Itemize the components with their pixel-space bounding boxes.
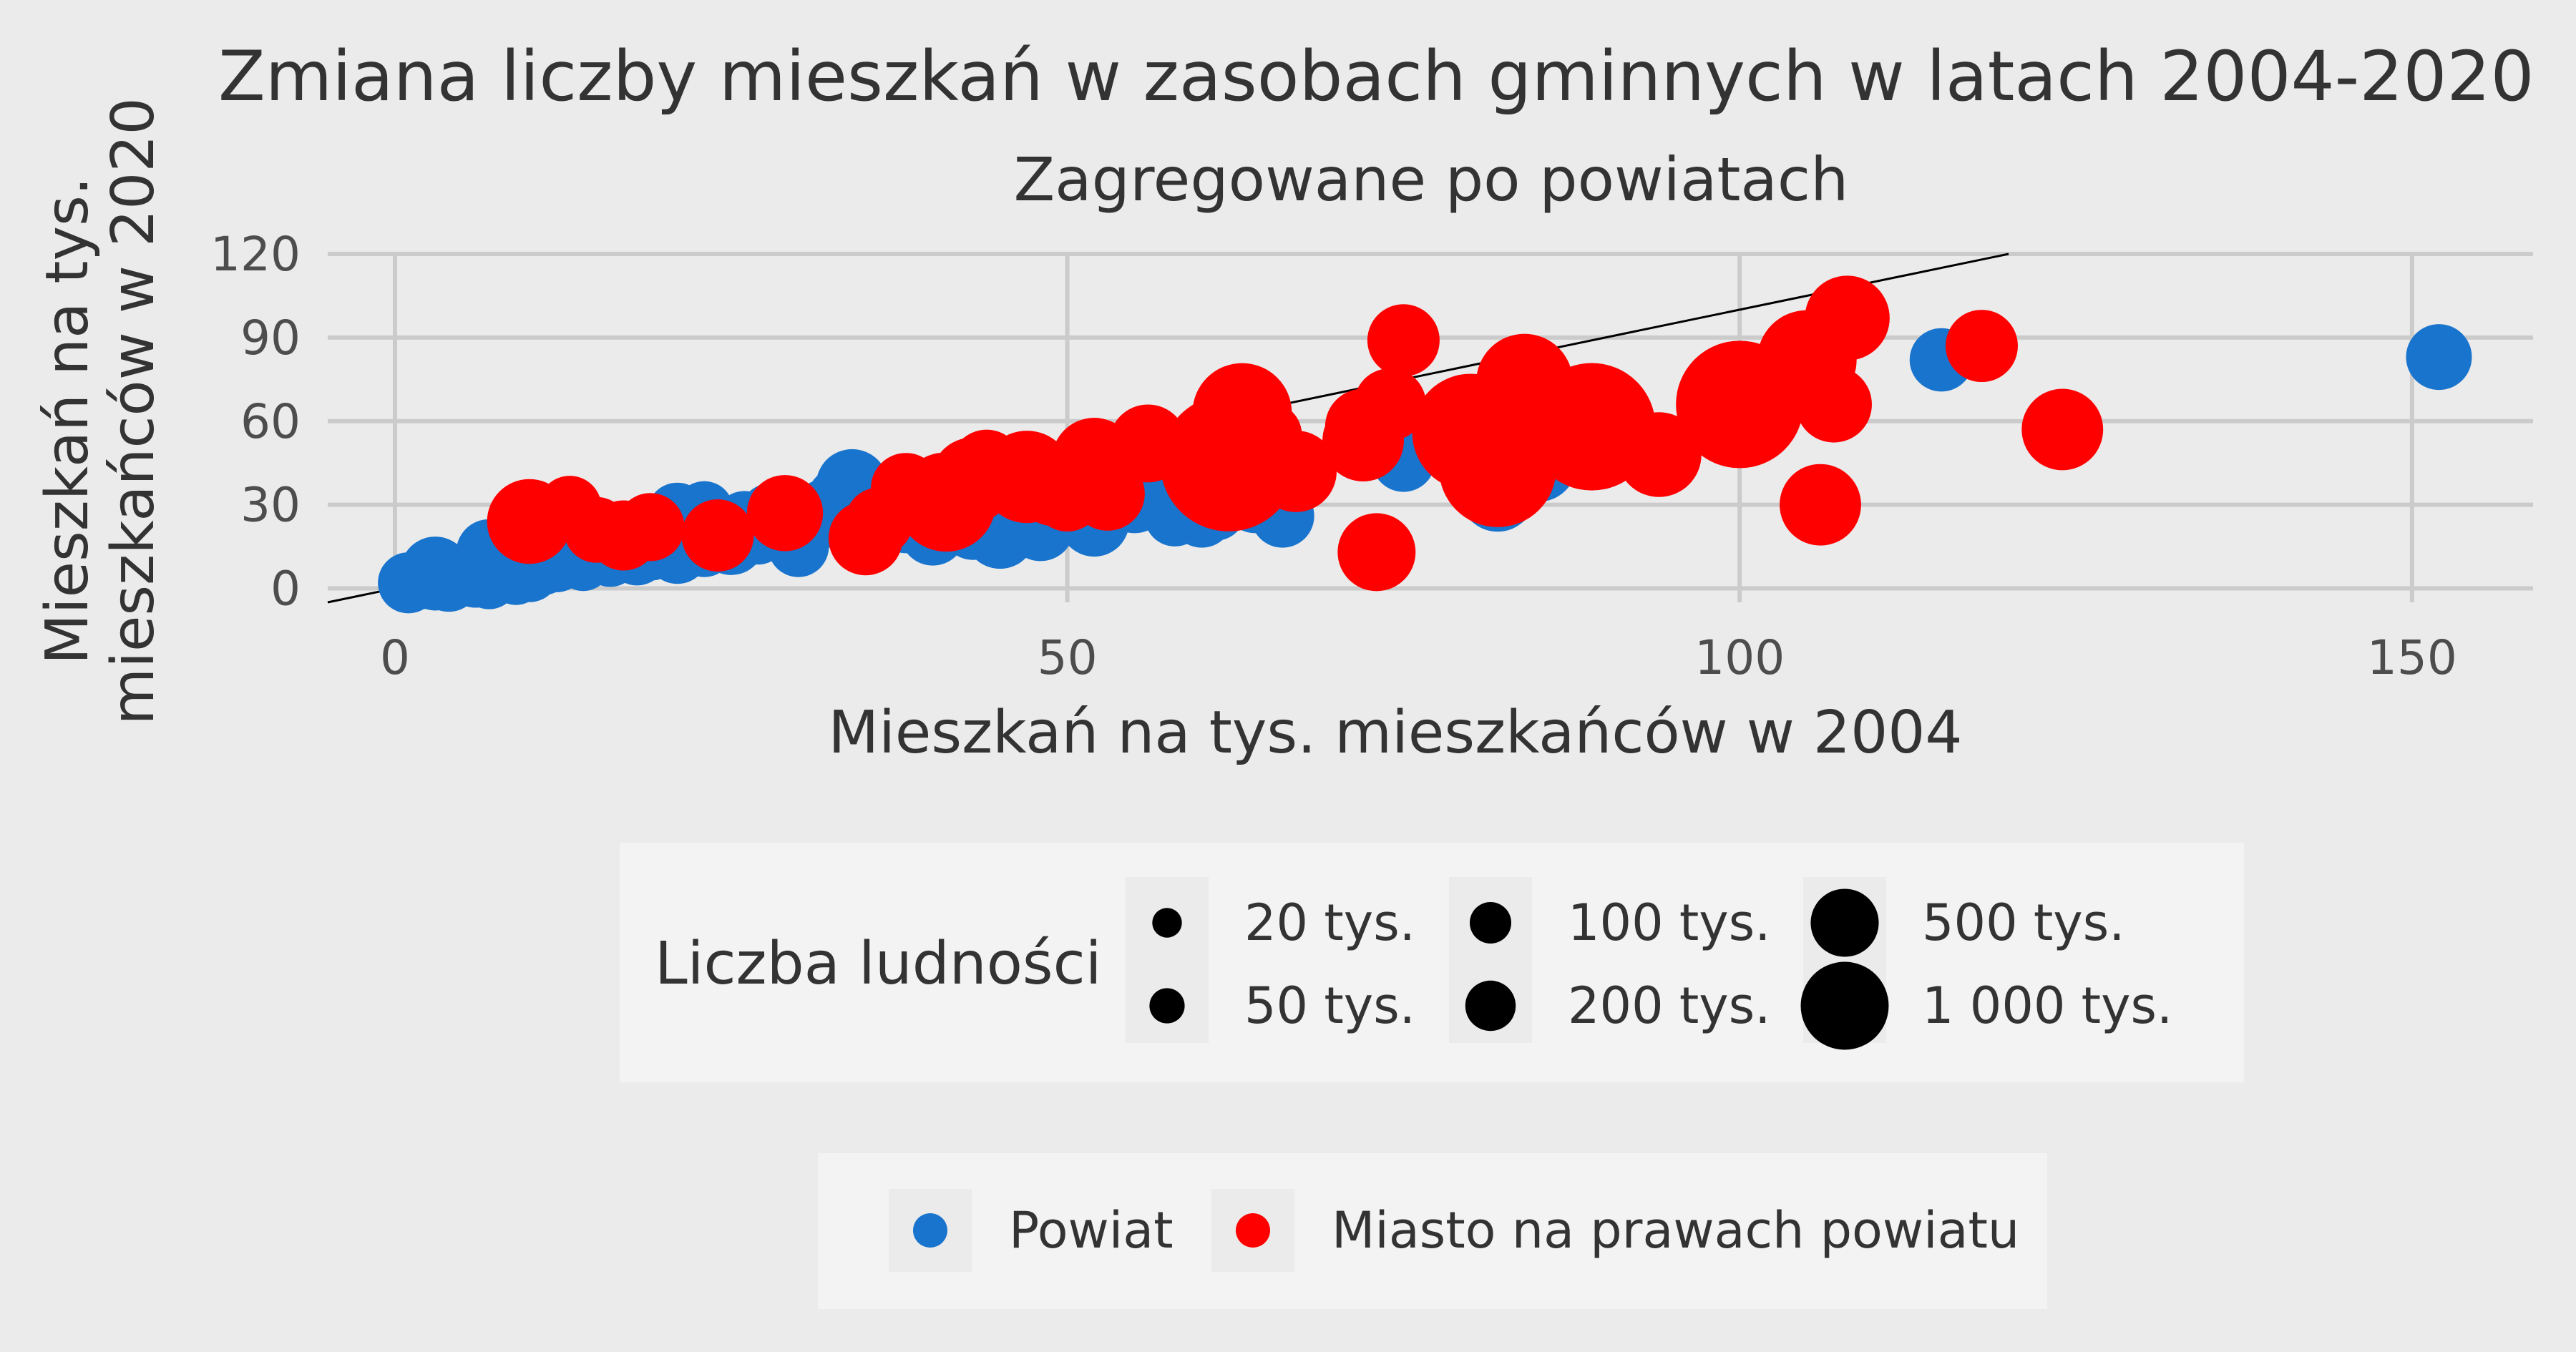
y-axis-title-line-2: mieszkańców w 2020 [99, 97, 167, 725]
data-point [2021, 388, 2104, 471]
size-legend-key [1152, 908, 1182, 938]
data-point [746, 475, 824, 552]
color-legend-label: Miasto na prawach powiatu [1332, 1201, 2019, 1260]
y-axis-title-line-1: Mieszkań na tys. [34, 177, 102, 665]
size-legend-items: 20 tys. 50 tys. 100 tys. 200 tys. 500 tys. 1 … [1126, 877, 2172, 1050]
chart-title: Zmiana liczby mieszkań w zasobach gminny… [218, 36, 2534, 117]
size-legend-label: 200 tys. [1568, 976, 1770, 1035]
y-tick-label: 0 [270, 562, 301, 617]
size-legend-key [1149, 988, 1185, 1024]
x-tick-label: 150 [2367, 630, 2457, 685]
data-point [1354, 368, 1427, 441]
size-legend-title: Liczba ludności [655, 930, 1102, 998]
series-miasto [487, 275, 2104, 592]
color-legend-items: Powiat Miasto na prawach powiatu [889, 1189, 2019, 1272]
x-axis-ticks: 0 50 100 150 [380, 630, 2457, 685]
x-axis-title: Mieszkań na tys. mieszkańców w 2004 [828, 699, 1962, 767]
size-legend-label: 1 000 tys. [1922, 976, 2172, 1035]
size-legend-label: 50 tys. [1244, 976, 1415, 1035]
color-legend: Powiat Miasto na prawach powiatu [818, 1153, 2047, 1309]
data-point [1367, 304, 1440, 377]
size-legend-label: 500 tys. [1922, 893, 2124, 952]
size-legend-label: 20 tys. [1244, 893, 1415, 952]
chart-subtitle: Zagregowane po powiatach [1014, 144, 1849, 215]
size-legend: Liczba ludności 20 tys.50 tys.100 tys.20… [620, 843, 2244, 1082]
data-points [378, 275, 2472, 614]
size-legend-key [1800, 961, 1889, 1050]
data-point [1946, 310, 2018, 383]
data-point [1805, 275, 1890, 361]
x-tick-label: 50 [1038, 630, 1098, 685]
size-legend-key [1465, 980, 1516, 1032]
y-axis-ticks: 0 30 60 90 120 [210, 227, 301, 617]
y-tick-label: 60 [240, 394, 301, 449]
data-point [2406, 324, 2472, 391]
color-legend-key [1236, 1213, 1270, 1248]
size-legend-label: 100 tys. [1568, 893, 1770, 952]
data-point [1337, 513, 1416, 592]
color-legend-key [913, 1213, 947, 1248]
data-point [1255, 430, 1337, 512]
data-point [616, 493, 685, 562]
size-legend-box [620, 843, 2244, 1082]
size-legend-key [1469, 901, 1512, 944]
color-legend-box [818, 1153, 2047, 1309]
size-legend-key [1810, 888, 1879, 957]
x-tick-label: 0 [380, 630, 410, 685]
data-point [1795, 366, 1872, 443]
color-legend-label: Powiat [1009, 1201, 1174, 1260]
y-tick-label: 90 [240, 310, 301, 366]
data-point [681, 499, 754, 572]
y-tick-label: 120 [210, 227, 301, 282]
data-point [1439, 410, 1556, 527]
x-tick-label: 100 [1694, 630, 1785, 685]
data-point [1780, 464, 1861, 546]
data-point [1616, 412, 1702, 497]
y-tick-label: 30 [240, 478, 301, 533]
y-axis-title: Mieszkań na tys. mieszkańców w 2020 [34, 97, 167, 725]
